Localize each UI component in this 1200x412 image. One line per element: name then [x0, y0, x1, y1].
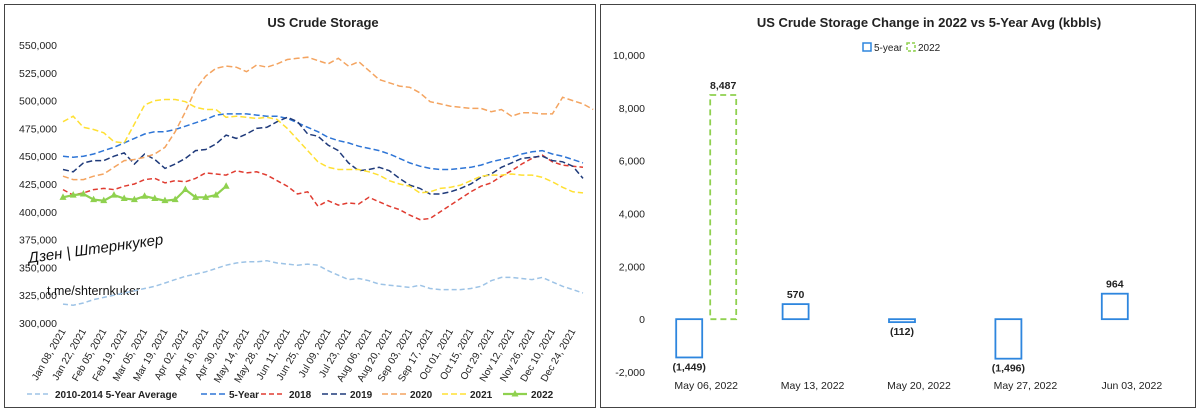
data-point	[161, 196, 169, 204]
bar	[709, 94, 738, 321]
us-crude-storage-chart: US Crude Storage 300,000 325,000 350,000 375…	[19, 15, 594, 401]
series-line	[62, 154, 584, 221]
y-tick-label: 350,000	[19, 262, 57, 274]
storage-change-chart-panel: US Crude Storage Change in 2022 vs 5-Yea…	[600, 4, 1196, 408]
us-crude-storage-chart-panel: US Crude Storage 300,000 325,000 350,000 375…	[4, 4, 596, 408]
y-tick-label: 375,000	[19, 235, 57, 247]
legend-label: 2018	[289, 390, 312, 401]
data-point	[120, 194, 128, 201]
y-tick-label: 300,000	[19, 318, 57, 330]
legend-label: 2019	[350, 390, 373, 401]
data-label: 570	[787, 289, 805, 301]
data-point	[79, 190, 87, 197]
y-tick-label: 475,000	[19, 123, 57, 135]
legend-label: 5-Year	[229, 390, 259, 401]
y-tick-label: 2,000	[619, 261, 645, 273]
bar	[1100, 292, 1129, 321]
data-point	[202, 193, 210, 200]
y-tick-label: 400,000	[19, 207, 57, 219]
legend-label: 2022	[531, 390, 554, 401]
watermark-line: t.me/shternkuker	[47, 284, 140, 298]
bar	[994, 318, 1023, 360]
data-label: 964	[1106, 279, 1124, 291]
y-tick-label: 10,000	[613, 50, 645, 62]
data-point	[222, 182, 230, 189]
y-tick-label: 4,000	[619, 209, 645, 221]
legend-label: 2010-2014 5-Year Average	[55, 390, 178, 401]
data-point	[192, 193, 200, 200]
data-point	[59, 193, 67, 200]
y-tick-label: 0	[639, 314, 645, 326]
legend-label: 2020	[410, 390, 433, 401]
series-line	[62, 56, 594, 181]
y-tick-label: -2,000	[615, 367, 645, 379]
data-point	[100, 196, 108, 204]
y-tick-label: 500,000	[19, 96, 57, 108]
legend-swatch	[906, 42, 916, 52]
data-point	[130, 195, 138, 203]
x-category-label: Jun 03, 2022	[1101, 380, 1162, 392]
data-point	[90, 195, 98, 203]
y-tick-label: 450,000	[19, 151, 57, 163]
data-label: (112)	[890, 326, 914, 338]
y-tick-label: 550,000	[19, 40, 57, 52]
legend: 5-year 2022	[862, 42, 941, 54]
chart-title: US Crude Storage	[267, 15, 378, 30]
data-point	[110, 191, 118, 198]
data-point	[151, 194, 159, 201]
storage-change-chart: US Crude Storage Change in 2022 vs 5-Yea…	[613, 15, 1162, 392]
data-label: 8,487	[710, 80, 736, 92]
data-point	[69, 191, 77, 198]
legend-label: 5-year	[874, 43, 903, 54]
data-point	[181, 185, 189, 193]
bar	[888, 318, 916, 324]
legend-label: 2022	[918, 43, 941, 54]
y-tick-label: 325,000	[19, 290, 57, 302]
x-category-label: May 20, 2022	[887, 380, 951, 392]
y-tick-label: 8,000	[619, 103, 645, 115]
y-tick-label: 425,000	[19, 179, 57, 191]
data-label: (1,449)	[673, 361, 706, 373]
x-category-label: May 06, 2022	[674, 380, 738, 392]
legend-swatch	[862, 42, 872, 52]
data-point	[212, 191, 220, 198]
y-tick-label: 6,000	[619, 156, 645, 168]
legend-label: 2021	[470, 390, 493, 401]
legend: 2010-2014 5-Year Average 5-Year 2018 2019 20…	[27, 390, 554, 401]
x-category-label: May 13, 2022	[781, 380, 845, 392]
y-tick-label: 525,000	[19, 68, 57, 80]
series-line	[62, 259, 584, 306]
series-line	[62, 98, 584, 194]
bar	[781, 303, 810, 321]
series-line	[62, 116, 584, 195]
data-label: (1,496)	[992, 363, 1025, 375]
series-line	[62, 113, 584, 171]
bar	[675, 318, 704, 359]
chart-title: US Crude Storage Change in 2022 vs 5-Yea…	[757, 15, 1101, 30]
data-point	[141, 192, 149, 199]
x-category-label: May 27, 2022	[994, 380, 1058, 392]
legend-marker	[511, 390, 519, 397]
data-point	[171, 195, 179, 203]
